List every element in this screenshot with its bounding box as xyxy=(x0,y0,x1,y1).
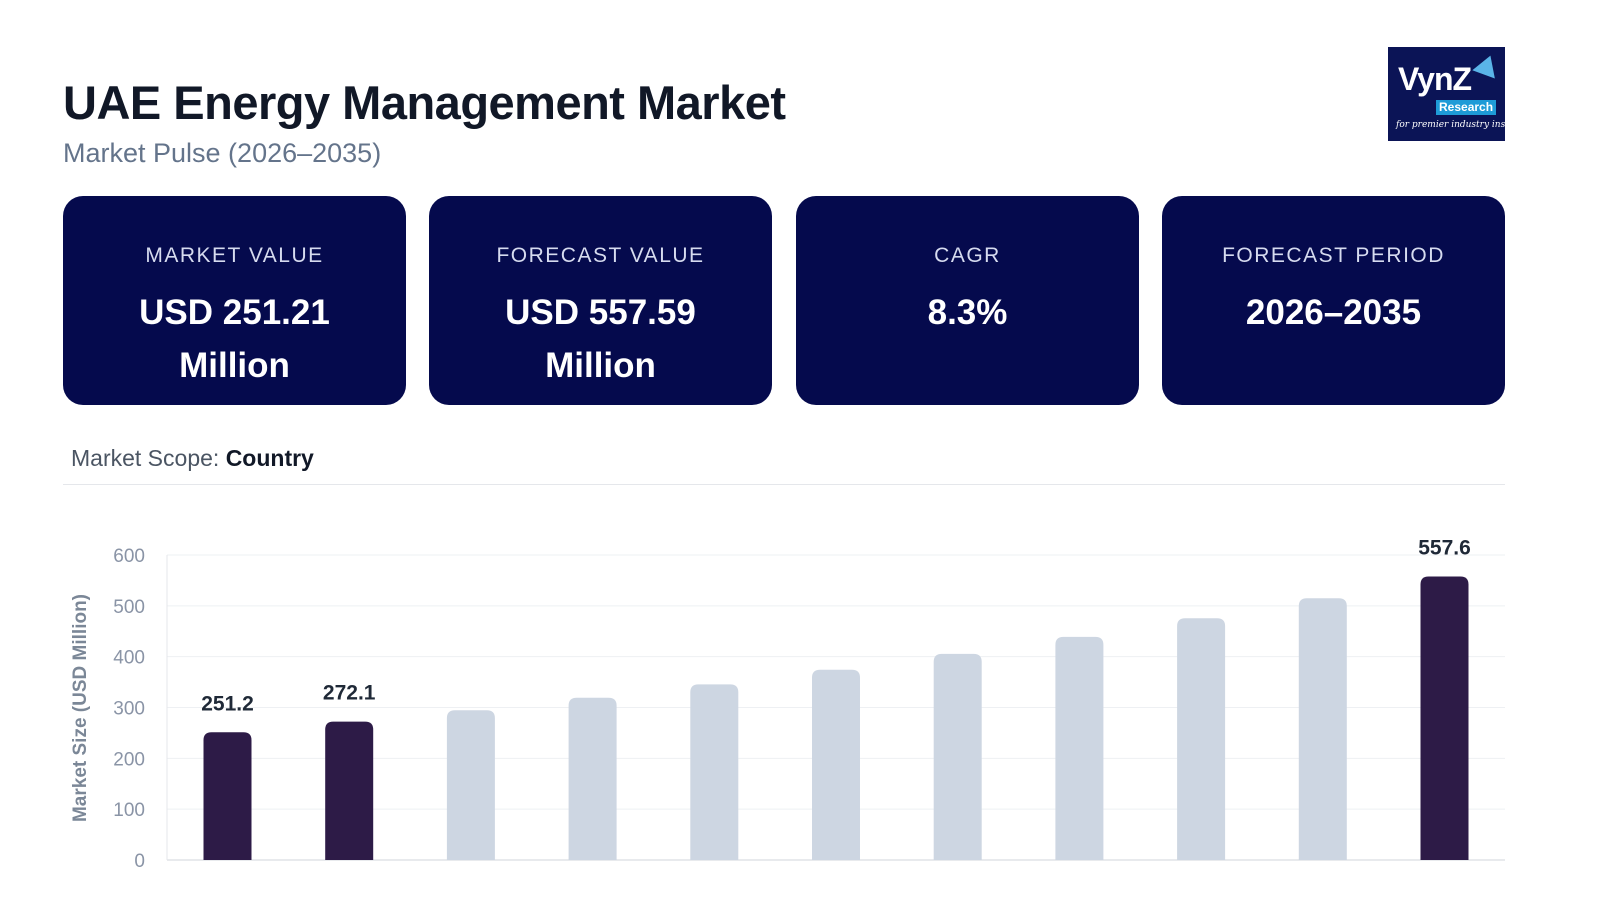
bar xyxy=(446,710,495,860)
bar xyxy=(1055,636,1104,860)
card-label: MARKET VALUE xyxy=(145,244,324,267)
market-value-card: MARKET VALUE USD 251.21 Million xyxy=(63,196,406,405)
y-tick-label: 600 xyxy=(113,546,145,567)
divider xyxy=(63,484,1505,485)
bar xyxy=(690,684,739,860)
scope-label: Market Scope: xyxy=(71,445,220,471)
logo-tagline: for premier industry insights xyxy=(1396,120,1505,130)
scope-value: Country xyxy=(225,445,314,471)
bar xyxy=(203,732,252,860)
y-tick-label: 300 xyxy=(113,699,145,720)
y-axis-label: Market Size (USD Million) xyxy=(70,594,91,822)
forecast-period-card: FORECAST PERIOD 2026–2035 xyxy=(1162,196,1505,405)
y-tick-label: 500 xyxy=(113,597,145,618)
card-label: CAGR xyxy=(934,244,1001,267)
y-tick-label: 400 xyxy=(113,648,145,669)
card-value: USD 251.21 Million xyxy=(139,293,330,385)
card-value: 8.3% xyxy=(927,293,1008,332)
card-label: FORECAST PERIOD xyxy=(1222,244,1445,267)
vynz-logo: VynZ Research for premier industry insig… xyxy=(1388,47,1505,141)
bar xyxy=(568,697,617,860)
data-label: 557.6 xyxy=(1418,537,1471,560)
data-label: 251.2 xyxy=(201,692,254,715)
data-label: 272.1 xyxy=(323,682,376,705)
bar xyxy=(1177,618,1226,860)
bar xyxy=(1298,598,1347,860)
bar xyxy=(933,653,982,860)
bar xyxy=(1420,576,1469,860)
bar xyxy=(812,669,860,860)
logo-sub: Research xyxy=(1436,100,1497,115)
logo-text: VynZ xyxy=(1398,61,1472,97)
card-label: FORECAST VALUE xyxy=(496,244,705,267)
card-value: USD 557.59 Million xyxy=(505,293,696,385)
card-value: 2026–2035 xyxy=(1245,293,1422,332)
market-scope: Market Scope: Country xyxy=(71,444,314,472)
bar xyxy=(325,721,374,860)
y-tick-label: 200 xyxy=(113,749,145,770)
y-tick-label: 100 xyxy=(113,800,145,821)
y-tick-label: 0 xyxy=(134,851,145,872)
page-title: UAE Energy Management Market xyxy=(63,76,786,129)
forecast-value-card: FORECAST VALUE USD 557.59 Million xyxy=(429,196,772,405)
cagr-card: CAGR 8.3% xyxy=(796,196,1139,405)
page-subtitle: Market Pulse (2026–2035) xyxy=(63,138,382,168)
